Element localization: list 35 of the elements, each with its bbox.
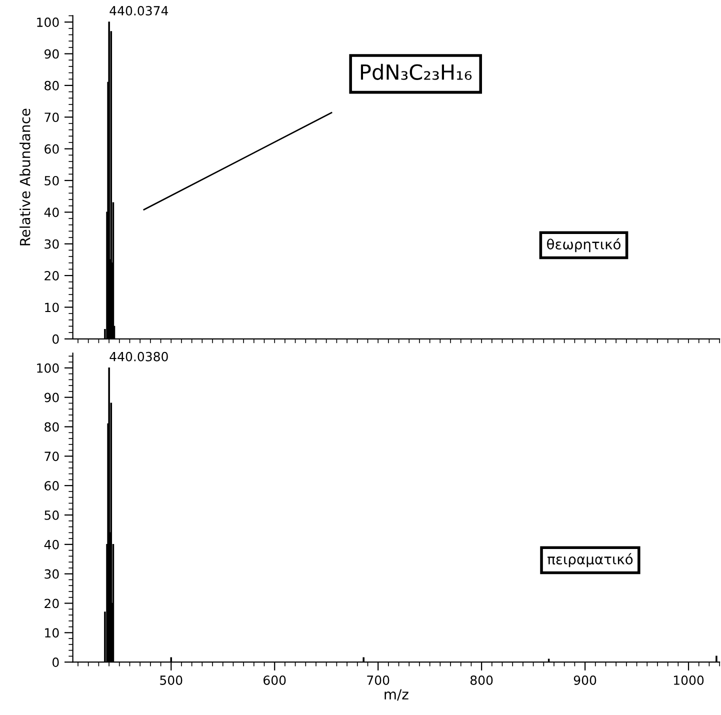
y-tick-label: 70 <box>44 452 59 462</box>
annotation: 440.0374 <box>110 6 168 16</box>
y-axis-title: Relative Abundance <box>20 108 30 246</box>
y-tick-label: 0 <box>52 658 59 668</box>
y-tick-label: 100 <box>37 18 59 27</box>
y-tick-label: 70 <box>44 112 59 122</box>
y-tick-label: 20 <box>44 271 59 280</box>
y-tick-label: 60 <box>44 144 59 154</box>
annotation: PdN₃C₂₃H₁₆ <box>360 64 472 80</box>
y-tick-label: 40 <box>44 540 59 550</box>
y-tick-label: 20 <box>44 598 59 608</box>
y-tick-label: 30 <box>44 239 59 249</box>
y-tick-label: 40 <box>44 208 59 218</box>
y-tick-label: 100 <box>37 363 59 373</box>
y-tick-label: 10 <box>45 302 59 312</box>
annotation: πειραματικό <box>548 553 633 568</box>
y-tick-label: 80 <box>44 80 59 90</box>
y-tick-label: 90 <box>44 49 59 59</box>
annotation: θεωρητικό <box>547 238 620 252</box>
x-tick-label: 800 <box>470 676 493 685</box>
x-tick-label: 500 <box>160 676 182 685</box>
x-axis-title: m/z <box>384 689 408 701</box>
x-tick-label: 900 <box>574 676 596 685</box>
x-tick-label: 700 <box>367 676 390 685</box>
annotation: 440.0380 <box>110 352 168 362</box>
y-tick-label: 60 <box>44 481 59 491</box>
y-tick-label: 30 <box>44 569 59 579</box>
y-tick-label: 50 <box>44 176 59 186</box>
y-tick-label: 0 <box>52 334 59 344</box>
y-tick-label: 80 <box>44 422 59 432</box>
y-tick-label: 50 <box>44 510 59 520</box>
y-tick-label: 90 <box>44 392 59 402</box>
x-tick-label: 1000 <box>674 676 704 685</box>
x-tick-label: 600 <box>264 676 286 685</box>
y-tick-label: 10 <box>45 628 59 638</box>
